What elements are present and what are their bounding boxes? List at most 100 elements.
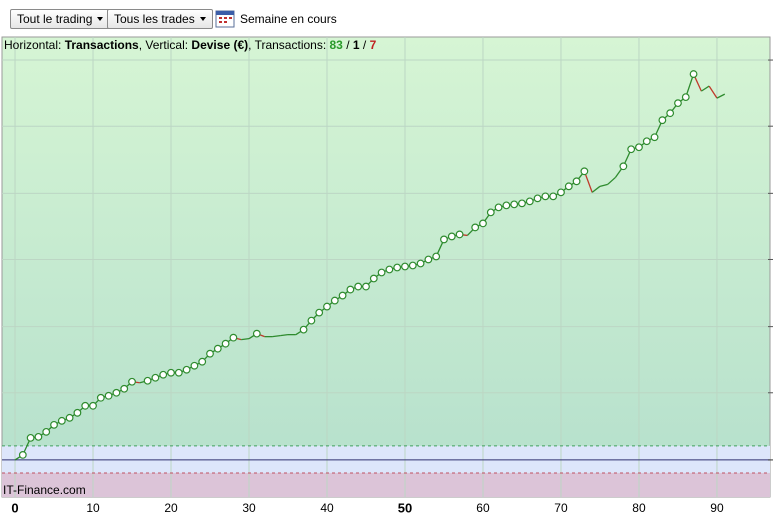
new-high-marker (323, 302, 331, 311)
new-high-marker (50, 420, 58, 429)
new-high-marker (502, 201, 511, 210)
new-high-marker (510, 200, 519, 209)
header-part: / (342, 38, 353, 52)
new-high-marker (674, 99, 682, 108)
new-high-marker (34, 432, 43, 441)
plot-area (1, 36, 771, 498)
x-tick-label: 90 (710, 501, 724, 515)
new-high-marker (190, 361, 199, 370)
period-label: Semaine en cours (240, 12, 337, 26)
new-high-marker (42, 427, 51, 436)
dropdown[interactable]: Tout le trading (10, 9, 111, 29)
new-high-marker (440, 235, 448, 244)
equity-segment (701, 85, 710, 92)
new-high-marker (57, 416, 66, 425)
equity-segment (708, 85, 718, 99)
new-high-marker (650, 133, 659, 142)
footer: IT-Finance.com (3, 483, 86, 497)
new-high-marker (455, 230, 464, 239)
new-high-marker (221, 339, 230, 348)
new-high-marker (689, 70, 698, 78)
new-high-marker (73, 408, 82, 417)
new-high-marker (572, 177, 581, 186)
new-high-marker (557, 188, 565, 197)
header-part: Devise (€) (191, 38, 249, 52)
header-part: , Vertical: (138, 38, 192, 52)
new-high-marker (401, 262, 409, 271)
new-high-marker (315, 308, 324, 317)
new-high-marker (525, 197, 534, 206)
equity-segment (599, 183, 608, 187)
new-high-marker (393, 263, 402, 272)
new-high-marker (541, 192, 550, 201)
new-high-marker (252, 329, 261, 338)
new-high-marker (174, 368, 183, 377)
header-part: 7 (369, 38, 377, 52)
new-high-marker (658, 116, 667, 125)
new-high-marker (167, 368, 175, 377)
new-high-marker (627, 145, 636, 154)
equity-segment (716, 93, 726, 99)
calendar-icon[interactable] (215, 9, 235, 29)
x-tick-label: 0 (11, 500, 18, 515)
new-high-marker (681, 93, 690, 102)
new-high-marker (580, 167, 589, 176)
x-tick-label: 50 (398, 500, 412, 515)
equity-segment (591, 185, 601, 193)
new-high-marker (159, 370, 168, 379)
new-high-marker (143, 376, 152, 385)
x-tick-label: 80 (632, 501, 646, 515)
new-high-marker (330, 296, 339, 305)
equity-segment (685, 73, 695, 98)
x-tick-label: 70 (554, 501, 568, 515)
header-part: , Transactions: (248, 38, 330, 52)
new-high-marker (432, 252, 441, 261)
header-part: Horizontal: (4, 38, 65, 52)
equity-segment (280, 334, 289, 337)
new-high-marker (416, 259, 425, 268)
new-high-marker (338, 291, 347, 300)
x-tick-label: 40 (320, 501, 334, 515)
new-high-marker (299, 325, 308, 334)
new-high-marker (518, 199, 526, 208)
new-high-marker (182, 365, 191, 374)
new-high-marker (377, 268, 386, 277)
new-high-marker (65, 413, 74, 422)
x-tick-label: 30 (242, 501, 256, 515)
new-high-marker (479, 219, 487, 228)
new-high-marker (564, 182, 573, 191)
new-high-marker (362, 282, 370, 291)
new-high-marker (26, 433, 35, 442)
new-high-marker (307, 316, 316, 325)
equity-segment (272, 335, 281, 338)
chart-header: Horizontal: Transactions, Vertical: Devi… (4, 38, 376, 52)
header-part: Transactions (64, 38, 139, 52)
header-part: 83 (329, 38, 343, 52)
new-high-marker (346, 285, 355, 294)
x-tick-label: 20 (164, 501, 178, 515)
x-tick-label: 10 (86, 501, 100, 515)
new-high-marker (120, 384, 129, 393)
loss-band (2, 472, 770, 497)
new-high-marker (642, 137, 651, 146)
new-high-marker (619, 162, 628, 171)
new-high-marker (549, 192, 558, 201)
equity-segment (241, 338, 250, 341)
new-high-marker (354, 282, 363, 291)
dropdown[interactable]: Tous les trades (107, 9, 213, 29)
new-high-marker (206, 349, 214, 358)
new-high-marker (112, 388, 121, 397)
new-high-marker (151, 373, 160, 382)
new-high-marker (486, 208, 495, 217)
new-high-marker (81, 401, 90, 410)
new-high-marker (96, 393, 105, 402)
new-high-marker (447, 232, 456, 241)
equity-segment (607, 176, 617, 185)
new-high-marker (229, 333, 238, 342)
new-high-marker (385, 265, 394, 274)
new-high-marker (471, 223, 480, 232)
new-high-marker (635, 143, 643, 152)
neutral-band (2, 445, 770, 473)
header-part: 1 (352, 38, 360, 52)
